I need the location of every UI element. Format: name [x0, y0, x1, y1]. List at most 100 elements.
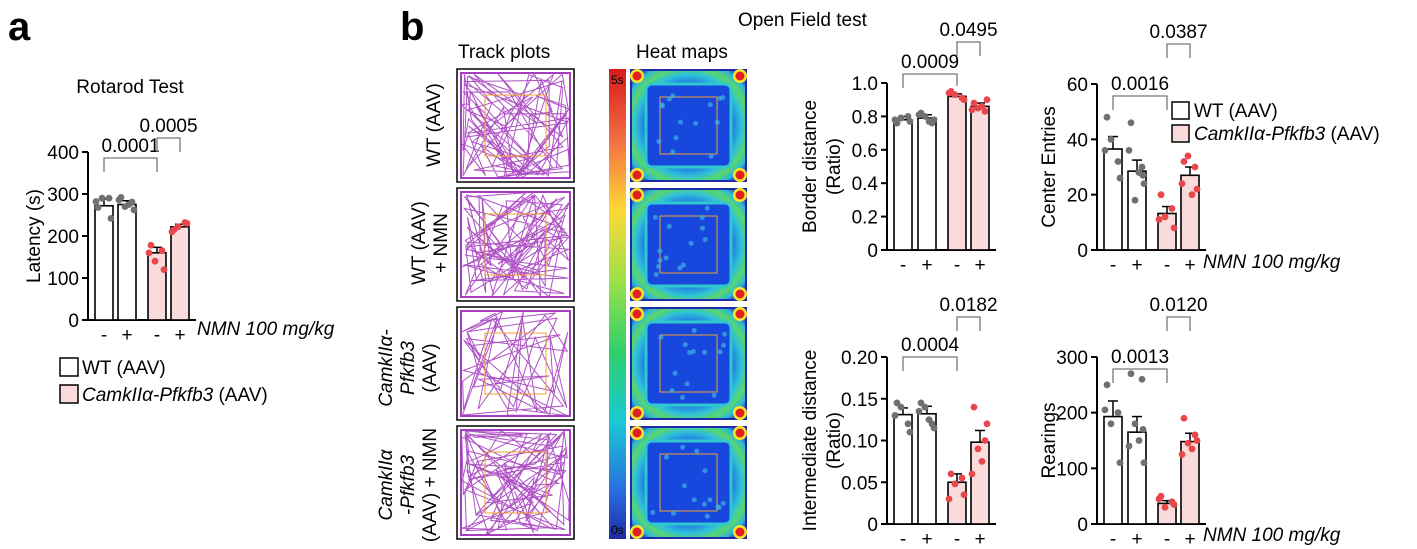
data-point	[1139, 425, 1147, 433]
heat-speckle	[708, 153, 714, 159]
row-label-1: WT (AAV)	[424, 83, 445, 167]
data-point	[1116, 174, 1124, 182]
heat-speckle	[680, 262, 686, 268]
data-point	[951, 91, 959, 99]
heat-speckle	[670, 510, 676, 516]
bar	[947, 95, 967, 251]
data-point	[107, 214, 115, 222]
heat-speckle	[700, 225, 706, 231]
data-point	[1161, 213, 1169, 221]
open-field-title: Open Field test	[738, 10, 868, 31]
heat-hotspot-core	[735, 309, 745, 319]
data-point	[921, 113, 929, 120]
data-point	[147, 241, 155, 249]
row-label-2-line1: WT (AAV)	[409, 201, 430, 285]
data-point	[960, 96, 968, 104]
legend-a-wt-label: WT (AAV)	[82, 358, 166, 379]
heat-hotspot-core	[632, 309, 642, 319]
data-point	[1127, 370, 1135, 378]
heat-speckle	[693, 121, 699, 127]
heat-hotspot-core	[735, 71, 745, 81]
data-point	[130, 206, 138, 214]
data-point	[1138, 163, 1146, 171]
bar	[917, 117, 937, 251]
track-edge-path	[460, 191, 571, 298]
data-point	[970, 403, 978, 411]
comparison-bracket	[156, 137, 181, 152]
data-point	[1107, 420, 1115, 428]
data-point	[105, 194, 113, 202]
p-value-label: 0.0495	[939, 20, 997, 41]
row-label-3-line1: CamkIIα-	[376, 329, 397, 406]
heat-hotspot-core	[735, 190, 745, 200]
heat-speckle	[652, 214, 658, 220]
row-label-4-line1: CamkIIα	[376, 448, 397, 520]
rotarod-treatment-label: NMN 100 mg/kg	[197, 319, 335, 340]
row-label-4: CamkIIα -Pfkfb3 (AAV) + NMN	[376, 428, 441, 542]
treatment-sign: +	[1131, 255, 1142, 276]
heat-speckle	[664, 454, 670, 460]
panel-a-letter: a	[8, 5, 31, 49]
treatment-sign: +	[921, 255, 932, 276]
data-point	[158, 247, 166, 255]
heat-hotspot-core	[632, 408, 642, 418]
y-tick-label: 0.10	[841, 432, 878, 453]
row-label-4-line2: -Pfkfb3	[398, 454, 419, 515]
heat-speckle	[720, 342, 726, 348]
data-point	[1138, 375, 1146, 383]
p-value-label: 0.0005	[139, 116, 197, 137]
bar	[117, 203, 137, 321]
y-axis-label: Latency (s)	[24, 189, 45, 283]
track-path	[459, 72, 571, 179]
comparison-bracket	[956, 41, 981, 56]
data-point	[958, 474, 966, 482]
heat-speckle	[669, 388, 675, 394]
heat-speckle	[673, 135, 679, 141]
heat-speckle	[670, 93, 676, 99]
data-point	[1188, 191, 1196, 199]
y-tick-label: 300	[47, 185, 79, 206]
y-tick-label: 0.20	[841, 348, 878, 369]
treatment-sign: -	[1110, 529, 1116, 549]
legend-a: WT (AAV) CamkIIα-Pfkfb3 (AAV)	[59, 357, 268, 406]
heat-speckle	[657, 257, 663, 263]
treatment-sign: -	[900, 255, 906, 276]
p-value-label: 0.0001	[101, 136, 159, 157]
data-point	[1168, 205, 1176, 212]
heat-speckle	[721, 331, 727, 337]
data-point	[98, 194, 106, 202]
data-point	[925, 118, 933, 125]
p-value-label: 0.0009	[901, 52, 959, 73]
y-tick-label: 200	[1056, 404, 1088, 425]
track-path	[461, 429, 570, 537]
data-point	[125, 201, 133, 208]
data-point	[115, 196, 123, 204]
heat-speckle	[688, 240, 694, 246]
y-axis-label: Rearings	[1039, 402, 1060, 478]
data-point	[968, 470, 976, 478]
data-point	[174, 223, 182, 231]
data-point	[906, 428, 914, 436]
data-point	[1116, 459, 1124, 467]
y-axis-label: Center Entries	[1039, 106, 1060, 227]
heat-speckle	[707, 102, 713, 108]
bar	[970, 441, 990, 525]
heat-hotspot-core	[632, 289, 642, 299]
comparison-bracket	[956, 316, 981, 331]
heat-speckle	[702, 237, 708, 243]
data-point	[951, 480, 959, 488]
treatment-sign: -	[1110, 255, 1116, 276]
heat-hotspot-core	[735, 289, 745, 299]
data-point	[925, 416, 933, 424]
track-edge-path	[460, 72, 571, 179]
data-point	[168, 228, 176, 236]
data-point	[1125, 442, 1133, 450]
heat-hotspot-core	[632, 190, 642, 200]
data-point	[1114, 158, 1122, 165]
data-point	[1178, 180, 1186, 188]
heat-speckle	[670, 149, 676, 155]
data-point	[145, 249, 153, 257]
